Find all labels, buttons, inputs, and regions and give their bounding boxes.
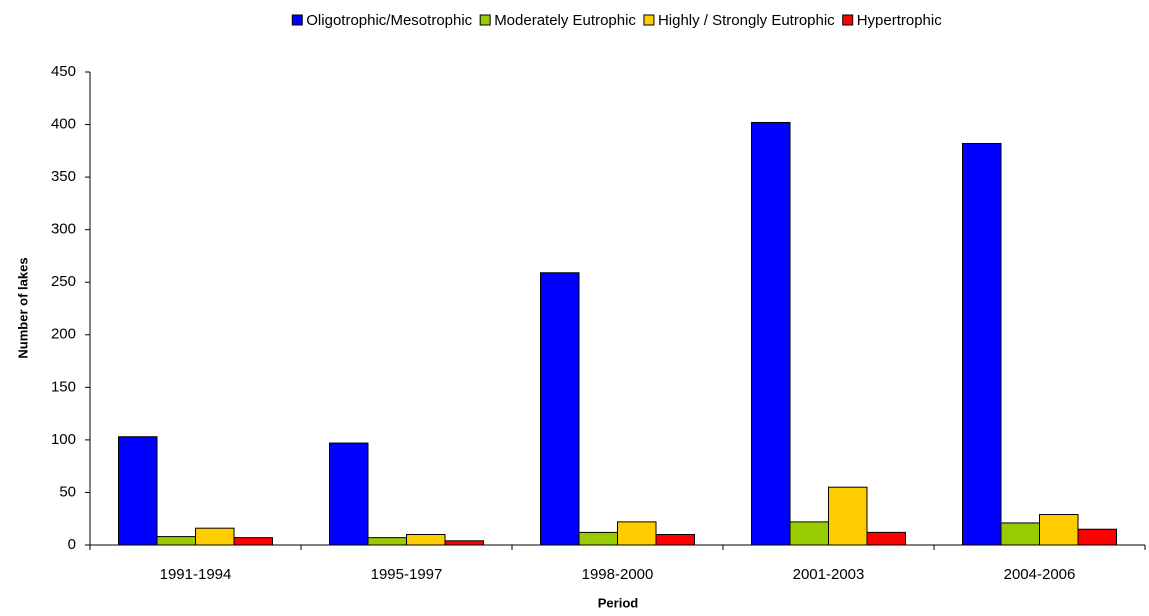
y-tick-label: 300 [51,221,76,238]
bar [444,540,484,546]
bar [118,436,158,546]
y-tick-label: 100 [51,431,76,448]
bar [1039,514,1079,546]
bar [866,531,906,546]
x-tick-label: 1998-2000 [582,566,654,583]
bar [233,537,273,546]
bar [617,521,657,546]
bar [156,536,196,546]
bar [329,442,369,546]
x-tick-label: 2004-2006 [1004,566,1076,583]
bar [751,121,791,546]
y-tick-label: 150 [51,378,76,395]
bar [195,527,235,546]
legend-label: Highly / Strongly Eutrophic [658,12,835,29]
x-tick-label: 1995-1997 [371,566,443,583]
bar [406,533,446,546]
y-tick-label: 250 [51,273,76,290]
bar [962,142,1002,546]
bar [828,486,868,546]
y-axis-label: Number of lakes [15,257,30,358]
bar [540,272,580,546]
bar [655,533,695,546]
y-tick-label: 450 [51,63,76,80]
y-tick-label: 50 [59,483,76,500]
bar [1077,528,1117,546]
y-tick-label: 200 [51,326,76,343]
bar [578,531,618,546]
x-tick-label: 1991-1994 [160,566,232,583]
legend-label: Oligotrophic/Mesotrophic [306,12,472,29]
legend-swatch [842,14,854,26]
legend-label: Moderately Eutrophic [494,12,636,29]
bar [367,537,407,546]
bar [1000,522,1040,546]
x-axis-label: Period [598,595,639,610]
y-tick-label: 400 [51,116,76,133]
legend-swatch [479,14,491,26]
legend-label: Hypertrophic [857,12,943,29]
legend-swatch [291,14,303,26]
x-tick-label: 2001-2003 [793,566,865,583]
y-tick-label: 350 [51,168,76,185]
y-tick-label: 0 [68,536,76,553]
bar [789,521,829,546]
legend-swatch [643,14,655,26]
